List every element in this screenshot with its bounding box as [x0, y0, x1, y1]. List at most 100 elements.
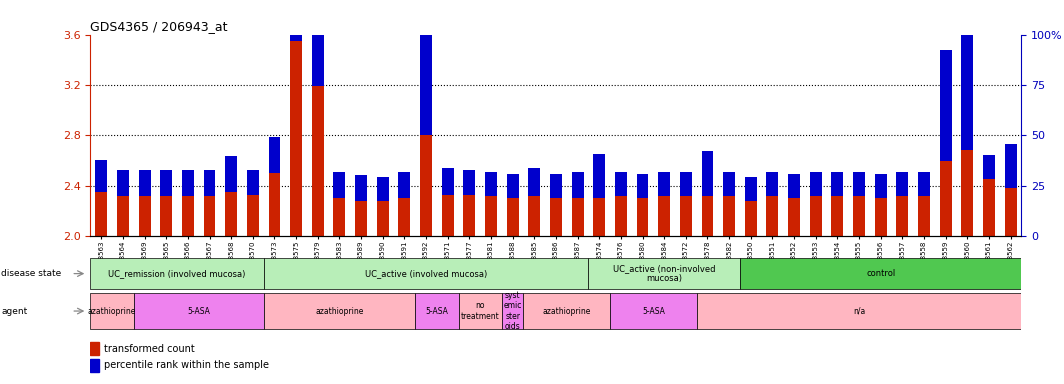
Bar	[680, 172, 692, 196]
Bar	[875, 174, 886, 199]
Bar	[831, 196, 844, 236]
Bar	[810, 196, 821, 236]
Bar	[203, 170, 216, 196]
Bar	[875, 199, 886, 236]
Bar	[896, 196, 909, 236]
Bar	[571, 199, 583, 236]
Bar	[594, 154, 605, 199]
Bar	[745, 177, 757, 201]
Bar	[138, 196, 150, 236]
Bar	[529, 196, 541, 236]
Text: agent: agent	[1, 306, 28, 316]
Bar	[701, 196, 714, 236]
Bar	[918, 172, 930, 196]
Bar	[117, 170, 129, 196]
Bar	[134, 293, 264, 329]
Bar	[636, 174, 648, 199]
Bar	[701, 152, 714, 196]
Bar	[161, 170, 172, 196]
Bar	[247, 195, 259, 236]
Text: 5-ASA: 5-ASA	[642, 306, 665, 316]
Bar	[615, 172, 627, 196]
Bar	[766, 172, 779, 196]
Text: 5-ASA: 5-ASA	[426, 306, 448, 316]
Bar	[138, 170, 150, 196]
Bar	[290, 41, 302, 236]
Bar	[983, 179, 995, 236]
Text: disease state: disease state	[1, 269, 62, 278]
Bar	[90, 359, 99, 372]
Bar	[724, 196, 735, 236]
Bar	[724, 172, 735, 196]
Bar	[398, 172, 411, 199]
Text: UC_remission (involved mucosa): UC_remission (involved mucosa)	[109, 269, 246, 278]
Bar	[377, 201, 388, 236]
Text: azathioprine: azathioprine	[315, 306, 364, 316]
Bar	[659, 172, 670, 196]
Bar	[739, 258, 1021, 289]
Bar	[529, 168, 541, 196]
Bar	[442, 168, 453, 195]
Bar	[983, 155, 995, 179]
Bar	[377, 177, 388, 201]
Bar	[333, 199, 346, 236]
Bar	[680, 196, 692, 236]
Bar	[247, 170, 259, 195]
Bar	[962, 151, 974, 236]
Bar	[918, 196, 930, 236]
Bar	[415, 293, 459, 329]
Bar	[290, 0, 302, 41]
Text: syst
emic
ster
oids: syst emic ster oids	[503, 291, 521, 331]
Bar	[333, 172, 346, 199]
Bar	[420, 136, 432, 236]
Bar	[636, 199, 648, 236]
Bar	[810, 172, 821, 196]
Bar	[464, 170, 476, 195]
Bar	[506, 174, 518, 199]
Bar	[1004, 188, 1016, 236]
Bar	[264, 258, 588, 289]
Bar	[96, 160, 107, 192]
Bar	[550, 199, 562, 236]
Bar	[940, 161, 951, 236]
Bar	[182, 196, 194, 236]
Bar	[940, 50, 951, 161]
Bar	[853, 172, 865, 196]
Text: UC_active (non-involved
mucosa): UC_active (non-involved mucosa)	[613, 264, 715, 283]
Bar	[226, 156, 237, 192]
Bar	[355, 175, 367, 201]
Bar	[355, 201, 367, 236]
Bar	[745, 201, 757, 236]
Text: azathioprine: azathioprine	[88, 306, 136, 316]
Text: azathioprine: azathioprine	[543, 306, 591, 316]
Bar	[788, 174, 800, 199]
Bar	[264, 293, 415, 329]
Text: percentile rank within the sample: percentile rank within the sample	[104, 360, 269, 370]
Bar	[420, 35, 432, 136]
Bar	[117, 196, 129, 236]
Bar	[502, 293, 523, 329]
Bar	[1004, 144, 1016, 188]
Bar	[550, 174, 562, 199]
Bar	[268, 137, 281, 173]
Bar	[610, 293, 697, 329]
Text: GDS4365 / 206943_at: GDS4365 / 206943_at	[90, 20, 228, 33]
Bar	[182, 170, 194, 196]
Bar	[697, 293, 1021, 329]
Bar	[203, 196, 216, 236]
Bar	[90, 258, 264, 289]
Text: no
treatment: no treatment	[461, 301, 499, 321]
Bar	[588, 258, 739, 289]
Bar	[896, 172, 909, 196]
Bar	[594, 199, 605, 236]
Bar	[485, 196, 497, 236]
Bar	[962, 25, 974, 151]
Bar	[268, 173, 281, 236]
Bar	[161, 196, 172, 236]
Bar	[766, 196, 779, 236]
Bar	[464, 195, 476, 236]
Bar	[90, 342, 99, 356]
Bar	[96, 192, 107, 236]
Bar	[788, 199, 800, 236]
Text: 5-ASA: 5-ASA	[187, 306, 210, 316]
